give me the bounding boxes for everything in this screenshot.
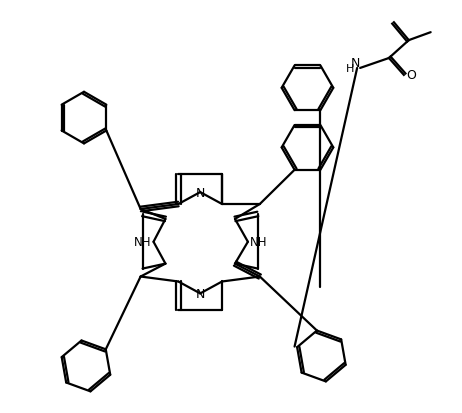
- Text: N: N: [351, 57, 360, 70]
- Text: H: H: [346, 64, 354, 74]
- Text: NH: NH: [250, 236, 267, 249]
- Text: NH: NH: [134, 236, 152, 249]
- Text: O: O: [406, 69, 416, 82]
- Text: N: N: [195, 287, 205, 300]
- Text: N: N: [195, 186, 205, 199]
